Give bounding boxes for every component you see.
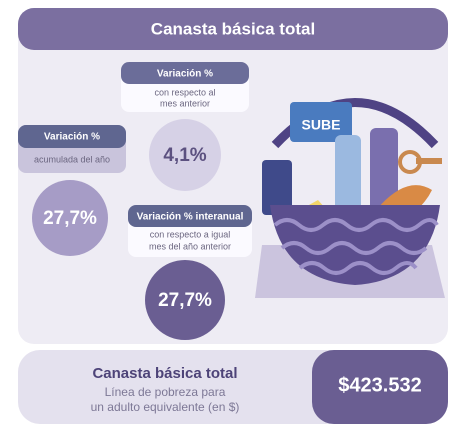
key xyxy=(416,158,442,164)
header-bar xyxy=(18,8,448,50)
basket-illustration: SUBE xyxy=(255,98,445,298)
phone xyxy=(262,160,292,215)
card-value: 27,7% xyxy=(158,290,212,311)
footer-subtitle: un adulto equivalente (en $) xyxy=(91,400,240,414)
box xyxy=(370,128,398,213)
card-label: SUBE xyxy=(302,117,341,133)
card-header xyxy=(128,205,252,227)
weave xyxy=(273,218,439,232)
footer-subtitle: Línea de pobreza para xyxy=(105,385,226,399)
footer-value-box xyxy=(312,350,448,424)
footer-title: Canasta básica total xyxy=(92,365,237,382)
card-title: Variación % interanual xyxy=(137,212,244,223)
card-subtitle: acumulada del año xyxy=(34,154,110,164)
card xyxy=(290,102,352,142)
card-subtitle: mes del año anterior xyxy=(149,241,231,251)
value-circle xyxy=(145,260,225,340)
card-title: Variación % xyxy=(44,132,100,143)
card-header xyxy=(18,125,126,148)
card-subtitle: con respecto al xyxy=(154,87,215,97)
value-circle xyxy=(32,180,108,256)
card-subtitle: mes anterior xyxy=(160,98,210,108)
card-title: Variación % xyxy=(157,69,213,80)
card-header xyxy=(121,62,249,84)
card-value: 4,1% xyxy=(163,145,206,166)
footer-value: $423.532 xyxy=(338,374,421,396)
card-value: 27,7% xyxy=(43,208,97,229)
weave xyxy=(280,241,428,255)
card-subtitle: con respecto a igual xyxy=(150,229,231,239)
weave xyxy=(298,261,418,275)
value-circle xyxy=(149,119,221,191)
header-title: Canasta básica total xyxy=(151,19,315,38)
bottle xyxy=(335,135,361,215)
